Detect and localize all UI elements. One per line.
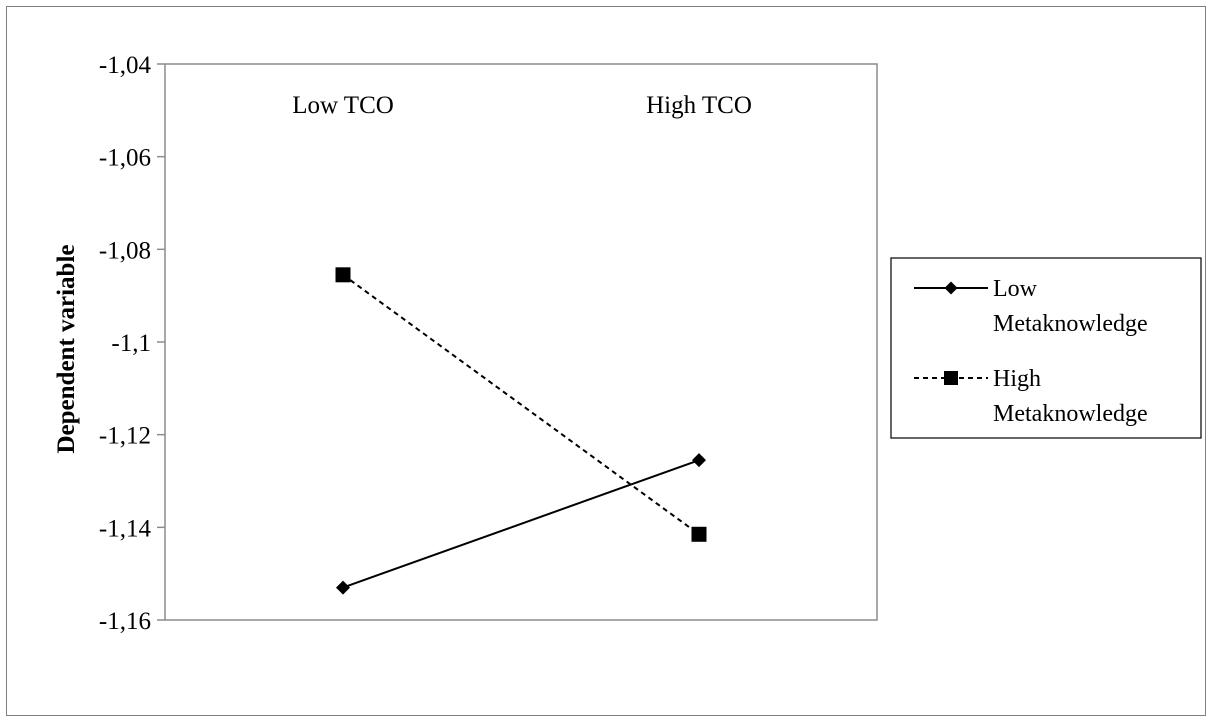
diamond-marker bbox=[336, 580, 350, 595]
legend: Low Metaknowledge High Metaknowledge bbox=[890, 257, 1202, 439]
series-line bbox=[342, 459, 700, 589]
category-labels: Low TCO High TCO bbox=[292, 92, 752, 119]
legend-label: High bbox=[993, 366, 1041, 392]
diamond-marker bbox=[944, 281, 958, 295]
legend-item: High Metaknowledge bbox=[914, 366, 1148, 427]
legend-label: Low bbox=[993, 276, 1038, 302]
y-tick-label: -1,08 bbox=[99, 237, 151, 264]
y-axis: -1,04 -1,06 -1,08 -1,1 -1,12 -1,14 -1,16 bbox=[99, 52, 165, 635]
y-tick-label: -1,14 bbox=[99, 515, 152, 542]
square-marker bbox=[335, 267, 351, 283]
category-label: Low TCO bbox=[292, 92, 394, 119]
series-group bbox=[335, 267, 707, 595]
y-tick-label: -1,06 bbox=[99, 145, 151, 172]
legend-label: Metaknowledge bbox=[993, 401, 1148, 427]
square-marker bbox=[691, 526, 707, 542]
y-tick-label: -1,1 bbox=[111, 330, 151, 357]
series-low-metaknowledge bbox=[336, 453, 706, 595]
y-tick-label: -1,04 bbox=[99, 52, 152, 79]
square-marker bbox=[944, 371, 958, 385]
category-label: High TCO bbox=[646, 92, 752, 119]
plot-area-border bbox=[164, 63, 878, 621]
diamond-marker bbox=[692, 453, 706, 468]
legend-item: Low Metaknowledge bbox=[914, 276, 1148, 337]
legend-label: Metaknowledge bbox=[993, 311, 1148, 337]
y-axis-title: Dependent variable bbox=[53, 244, 80, 453]
series-line bbox=[342, 274, 700, 536]
y-tick-label: -1,12 bbox=[99, 423, 151, 450]
series-high-metaknowledge bbox=[335, 267, 707, 542]
y-tick-label: -1,16 bbox=[99, 608, 151, 635]
